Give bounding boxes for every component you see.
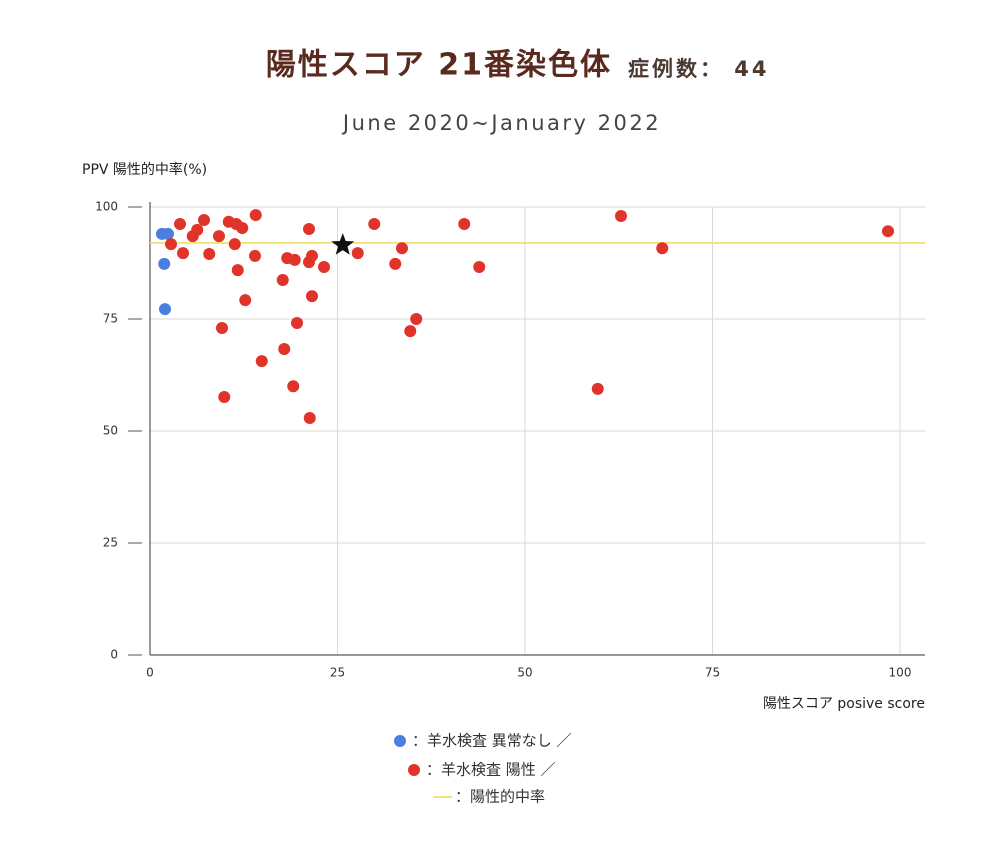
data-point xyxy=(249,209,262,222)
data-point xyxy=(396,242,408,255)
legend-label: ：陽性的中率 xyxy=(455,788,545,806)
data-point xyxy=(158,257,171,270)
y-axis-label: PPV 陽性的中率(%) xyxy=(82,161,207,178)
y-tick-label: 25 xyxy=(103,536,118,550)
data-point xyxy=(278,343,291,356)
data-point xyxy=(236,222,249,235)
data-point xyxy=(203,248,216,261)
data-point xyxy=(291,317,303,330)
x-axis-label: 陽性スコア posive score xyxy=(763,696,925,712)
data-point xyxy=(389,257,402,270)
data-point xyxy=(162,227,174,240)
data-point xyxy=(458,218,471,231)
subtitle: June 2020~January 2022 xyxy=(341,111,661,135)
data-point xyxy=(404,325,417,338)
y-tick-label: 0 xyxy=(110,648,118,662)
data-point xyxy=(303,412,316,425)
x-tick-label: 100 xyxy=(889,666,912,680)
chart-title: 陽性スコア 21番染色体 xyxy=(266,48,612,83)
legend-label: ：羊水検査 陽性 ／ xyxy=(426,761,556,779)
data-point xyxy=(473,261,486,274)
y-tick-label: 75 xyxy=(103,312,118,326)
data-point xyxy=(239,294,252,307)
data-point xyxy=(306,290,318,303)
x-tick-label: 25 xyxy=(330,666,345,680)
legend-marker xyxy=(394,735,406,747)
star-marker xyxy=(331,233,355,255)
x-tick-label: 50 xyxy=(517,666,532,680)
data-point xyxy=(276,274,289,287)
data-point xyxy=(318,261,330,274)
data-point xyxy=(231,264,244,277)
data-point xyxy=(198,213,210,226)
data-point xyxy=(216,321,228,334)
data-point xyxy=(368,218,381,231)
data-point xyxy=(351,247,364,260)
data-point xyxy=(615,209,627,222)
case-count: 症例数： 44 xyxy=(628,57,770,81)
data-point xyxy=(228,238,241,251)
data-point xyxy=(255,355,268,368)
x-tick-label: 0 xyxy=(146,666,154,680)
x-tick-label: 75 xyxy=(705,666,720,680)
data-point xyxy=(288,253,301,266)
data-point xyxy=(191,223,204,236)
data-point xyxy=(159,303,171,316)
data-point xyxy=(303,222,315,235)
data-point xyxy=(249,249,261,262)
data-point xyxy=(218,390,231,403)
data-point xyxy=(165,238,177,251)
data-point xyxy=(213,230,225,243)
data-point xyxy=(287,380,300,393)
y-tick-label: 50 xyxy=(103,424,118,438)
legend-label: ：羊水検査 異常なし ／ xyxy=(412,732,572,750)
legend-marker xyxy=(408,764,420,776)
y-tick-label: 100 xyxy=(95,200,118,214)
data-point xyxy=(306,249,318,262)
data-point xyxy=(591,382,604,395)
data-point xyxy=(174,218,186,231)
data-point xyxy=(656,242,669,255)
data-point xyxy=(177,247,189,260)
data-point xyxy=(410,313,423,325)
data-point xyxy=(882,225,894,238)
